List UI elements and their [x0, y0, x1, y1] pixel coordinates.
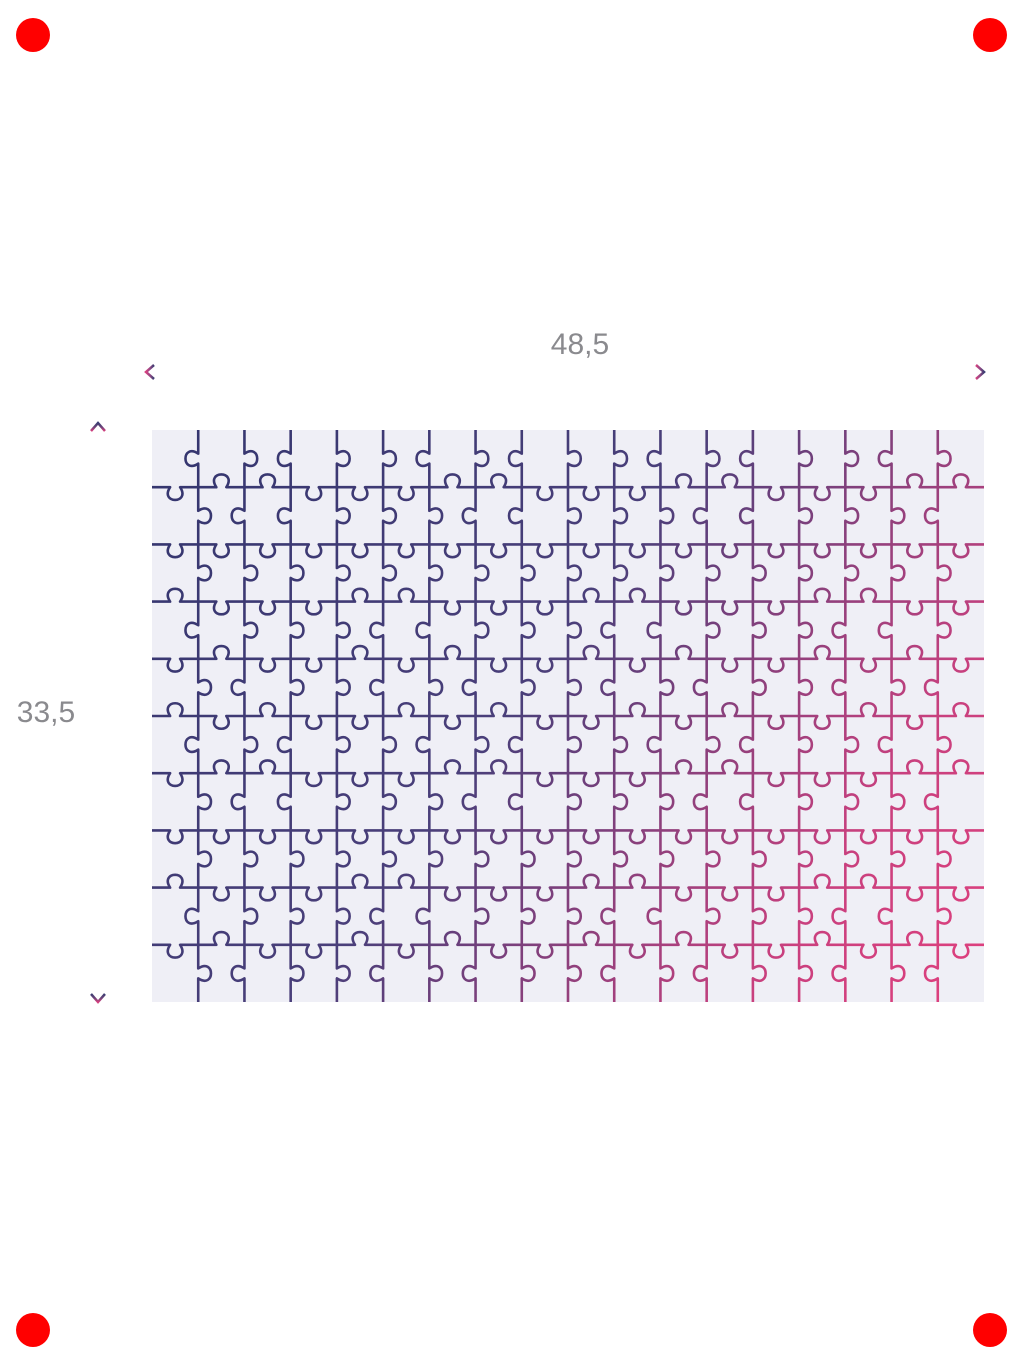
puzzle-cut	[184, 430, 213, 1002]
height-arrow	[90, 421, 106, 1004]
puzzle-cut	[335, 430, 351, 1002]
puzzle-cut	[461, 430, 490, 1002]
arrow-head	[144, 364, 155, 380]
puzzle-cut	[692, 430, 721, 1002]
puzzle-cut	[646, 430, 675, 1002]
corner-marker	[16, 1313, 50, 1347]
width-label: 48,5	[551, 328, 609, 361]
arrow-head	[90, 993, 106, 1004]
arrow-head	[975, 364, 986, 380]
puzzle-cut	[415, 430, 444, 1002]
puzzle-cut	[831, 430, 860, 1002]
puzzle-cut	[507, 430, 536, 1002]
width-arrow	[144, 364, 986, 380]
corner-marker	[973, 1313, 1007, 1347]
corner-marker	[16, 18, 50, 52]
puzzle-cut	[877, 430, 906, 1002]
puzzle-lines	[152, 430, 984, 1002]
puzzle-cut	[276, 430, 305, 1002]
puzzle-cut	[738, 430, 767, 1002]
height-label: 33,5	[17, 696, 75, 729]
arrow-head	[90, 421, 106, 432]
puzzle-cut	[369, 430, 398, 1002]
corner-marker	[973, 18, 1007, 52]
puzzle-cut	[797, 430, 814, 1002]
puzzle-cut	[566, 430, 582, 1002]
puzzle-cut	[923, 430, 952, 1002]
puzzle-cut	[600, 430, 629, 1002]
puzzle-cut	[230, 430, 259, 1002]
